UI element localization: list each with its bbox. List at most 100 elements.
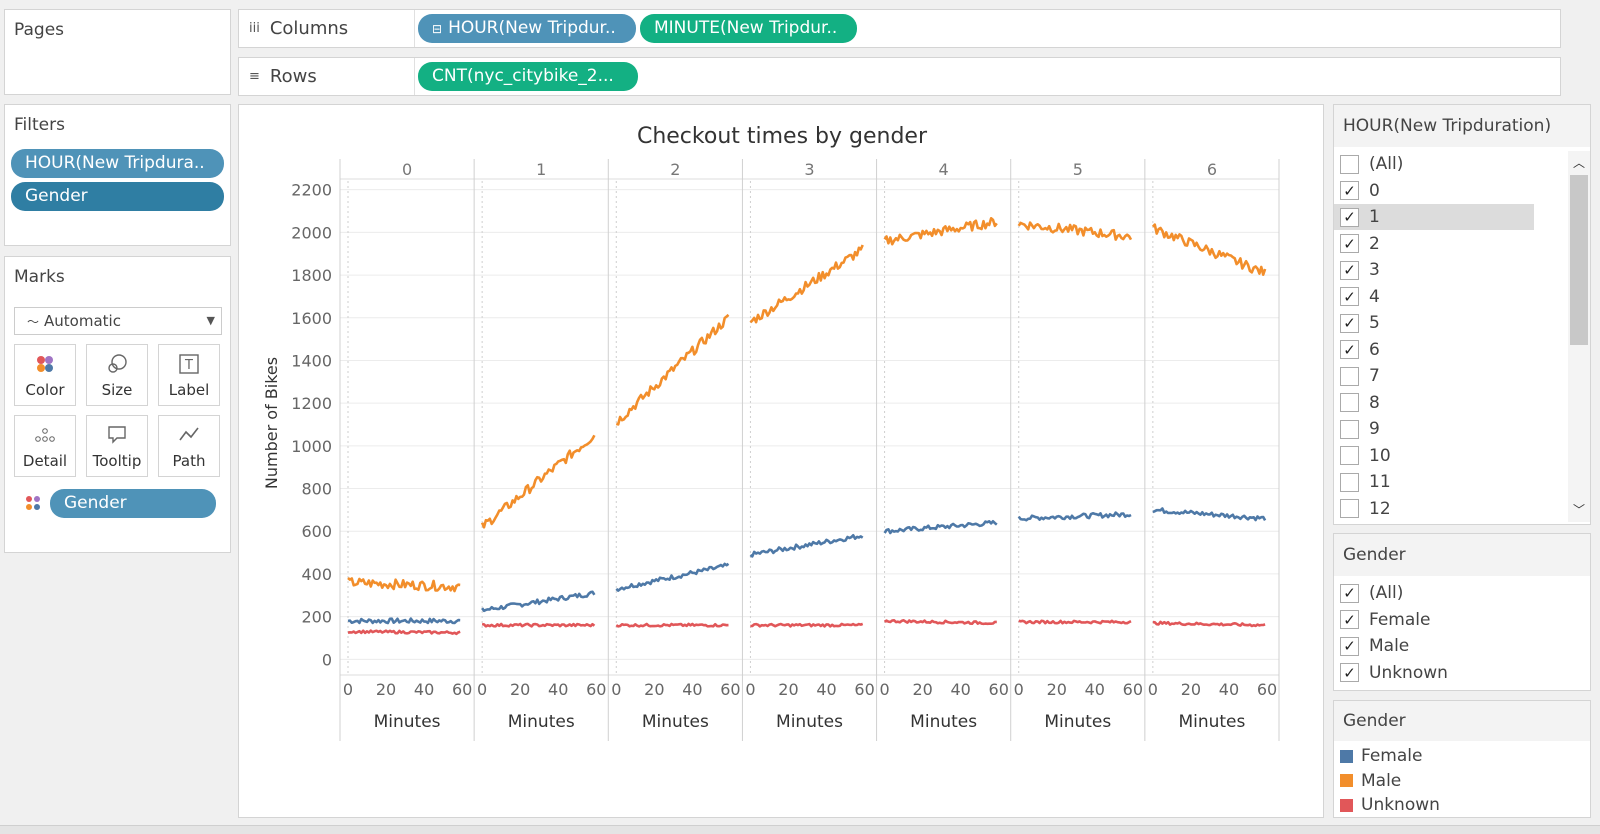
checkbox-checked-icon[interactable]: ✓: [1340, 340, 1359, 359]
checkbox-checked-icon[interactable]: ✓: [1340, 610, 1359, 629]
x-tick-label: 20: [644, 680, 664, 699]
scroll-down-icon[interactable]: ﹀: [1573, 503, 1586, 517]
rows-label: ≡ Rows: [239, 58, 415, 95]
checkbox-empty-icon[interactable]: [1340, 393, 1359, 412]
checkbox-empty-icon[interactable]: [1340, 154, 1359, 174]
x-tick-label: 40: [950, 680, 970, 699]
x-axis-label: Minutes: [508, 712, 575, 732]
path-icon: [159, 416, 219, 446]
x-tick-label: 0: [1148, 680, 1158, 699]
detail-button[interactable]: Detail: [14, 415, 76, 477]
filter-pill-gender[interactable]: Gender: [11, 182, 224, 211]
filter-item[interactable]: ✓ 6: [1340, 337, 1562, 363]
columns-pill-hour[interactable]: ⊟ HOUR(New Tripdur..: [418, 14, 636, 43]
series-line-female: [481, 590, 596, 613]
series-line-male: [480, 434, 596, 529]
marks-panel: Marks 〜 Automatic ▼ Color Size T Label De…: [4, 256, 231, 553]
panel-header-label: 5: [1073, 160, 1083, 179]
checkbox-empty-icon[interactable]: [1340, 419, 1359, 439]
checkbox-checked-icon[interactable]: ✓: [1340, 313, 1359, 333]
filter-item[interactable]: ✓ 3: [1340, 257, 1562, 283]
checkbox-empty-icon[interactable]: [1340, 499, 1359, 518]
size-button[interactable]: Size: [86, 344, 148, 406]
checkbox-empty-icon[interactable]: [1340, 472, 1359, 492]
filter-item[interactable]: 7: [1340, 363, 1562, 389]
label-button[interactable]: T Label: [158, 344, 220, 406]
hour-filter-scrollbar[interactable]: ︿ ﹀: [1568, 151, 1590, 522]
scroll-thumb[interactable]: [1570, 175, 1588, 345]
legend-label: Female: [1361, 746, 1423, 766]
hour-filter-list: (All) ✓ 0 ✓ 1 ✓ 2 ✓ 3 ✓ 4 ✓ 5 ✓ 6 7 8 9 10 11 12: [1334, 147, 1568, 524]
filter-item[interactable]: ✓ Male: [1340, 633, 1562, 659]
scroll-up-icon[interactable]: ︿: [1573, 156, 1586, 170]
color-button[interactable]: Color: [14, 344, 76, 406]
checkbox-checked-icon[interactable]: ✓: [1340, 287, 1359, 306]
checkbox-checked-icon[interactable]: ✓: [1340, 234, 1359, 253]
legend-swatch: [1340, 798, 1353, 812]
filter-item[interactable]: ✓ Unknown: [1340, 660, 1562, 686]
filter-item[interactable]: ✓ (All): [1340, 580, 1562, 606]
filter-item[interactable]: 9: [1340, 416, 1562, 442]
x-tick-label: 40: [1085, 680, 1105, 699]
x-tick-label: 0: [343, 680, 353, 699]
hour-filter-title: HOUR(New Tripduration): [1334, 105, 1590, 147]
y-tick-label: 1800: [291, 266, 332, 285]
gender-filter-list: ✓ (All) ✓ Female ✓ Male ✓ Unknown: [1334, 576, 1590, 691]
checkbox-checked-icon[interactable]: ✓: [1340, 207, 1359, 227]
x-tick-label: 20: [510, 680, 530, 699]
series-line-unknown: [883, 619, 997, 626]
checkbox-empty-icon[interactable]: [1340, 446, 1359, 465]
x-axis-label: Minutes: [776, 712, 843, 732]
series-line-male: [1151, 223, 1267, 276]
filter-item[interactable]: ✓ Female: [1340, 607, 1562, 633]
filter-item[interactable]: 12: [1340, 496, 1562, 522]
rows-pill-count[interactable]: CNT(nyc_citybike_2...: [418, 62, 638, 91]
x-tick-label: 40: [1219, 680, 1239, 699]
checkbox-checked-icon[interactable]: ✓: [1340, 181, 1359, 200]
series-line-male: [1017, 221, 1133, 241]
filter-item[interactable]: ✓ 5: [1340, 310, 1562, 336]
filter-item[interactable]: 11: [1340, 469, 1562, 495]
filter-item[interactable]: (All): [1340, 151, 1562, 177]
pages-panel: Pages: [4, 9, 231, 95]
mark-type-dropdown[interactable]: 〜 Automatic ▼: [14, 307, 222, 335]
filter-item[interactable]: ✓ 1: [1334, 204, 1534, 230]
x-tick-label: 60: [452, 680, 472, 699]
filter-item[interactable]: ✓ 2: [1340, 231, 1562, 257]
legend-item[interactable]: Unknown: [1340, 794, 1440, 816]
filter-item-label: 3: [1369, 260, 1380, 280]
legend-item[interactable]: Female: [1340, 745, 1422, 767]
x-tick-label: 0: [879, 680, 889, 699]
path-button[interactable]: Path: [158, 415, 220, 477]
x-axis-label: Minutes: [1178, 712, 1245, 732]
y-tick-label: 2000: [291, 223, 332, 242]
filter-pill-hour[interactable]: HOUR(New Tripdura..: [11, 149, 224, 178]
x-tick-label: 0: [1014, 680, 1024, 699]
rows-shelf[interactable]: ≡ Rows CNT(nyc_citybike_2...: [238, 57, 1561, 96]
filter-item[interactable]: 8: [1340, 390, 1562, 416]
filter-item[interactable]: 10: [1340, 443, 1562, 469]
legend-swatch: [1340, 774, 1353, 787]
series-line-unknown: [615, 622, 729, 628]
bottom-tab-strip: [0, 825, 1600, 834]
columns-shelf[interactable]: iii Columns ⊟ HOUR(New Tripdur.. MINUTE(Ne…: [238, 9, 1561, 48]
legend-item[interactable]: Male: [1340, 770, 1401, 792]
filter-item-label: 0: [1369, 180, 1380, 201]
filter-item-label: 12: [1369, 498, 1391, 519]
checkbox-checked-icon[interactable]: ✓: [1340, 663, 1359, 682]
filter-item[interactable]: ✓ 4: [1340, 284, 1562, 310]
marks-color-pill-gender[interactable]: Gender: [50, 489, 216, 518]
panel-header-label: 1: [536, 160, 546, 179]
checkbox-empty-icon[interactable]: [1340, 366, 1359, 386]
columns-pill-minute[interactable]: MINUTE(New Tripdur..: [640, 14, 857, 43]
tooltip-button[interactable]: Tooltip: [86, 415, 148, 477]
checkbox-checked-icon[interactable]: ✓: [1340, 583, 1359, 603]
series-line-unknown: [750, 622, 864, 628]
chart-panel: Checkout times by gender Number of Bikes 0…: [238, 104, 1324, 818]
series-line-unknown: [1018, 619, 1132, 625]
x-tick-label: 40: [414, 680, 434, 699]
filter-item[interactable]: ✓ 0: [1340, 178, 1562, 204]
checkbox-checked-icon[interactable]: ✓: [1340, 636, 1359, 656]
checkbox-checked-icon[interactable]: ✓: [1340, 260, 1359, 280]
x-tick-label: 40: [682, 680, 702, 699]
